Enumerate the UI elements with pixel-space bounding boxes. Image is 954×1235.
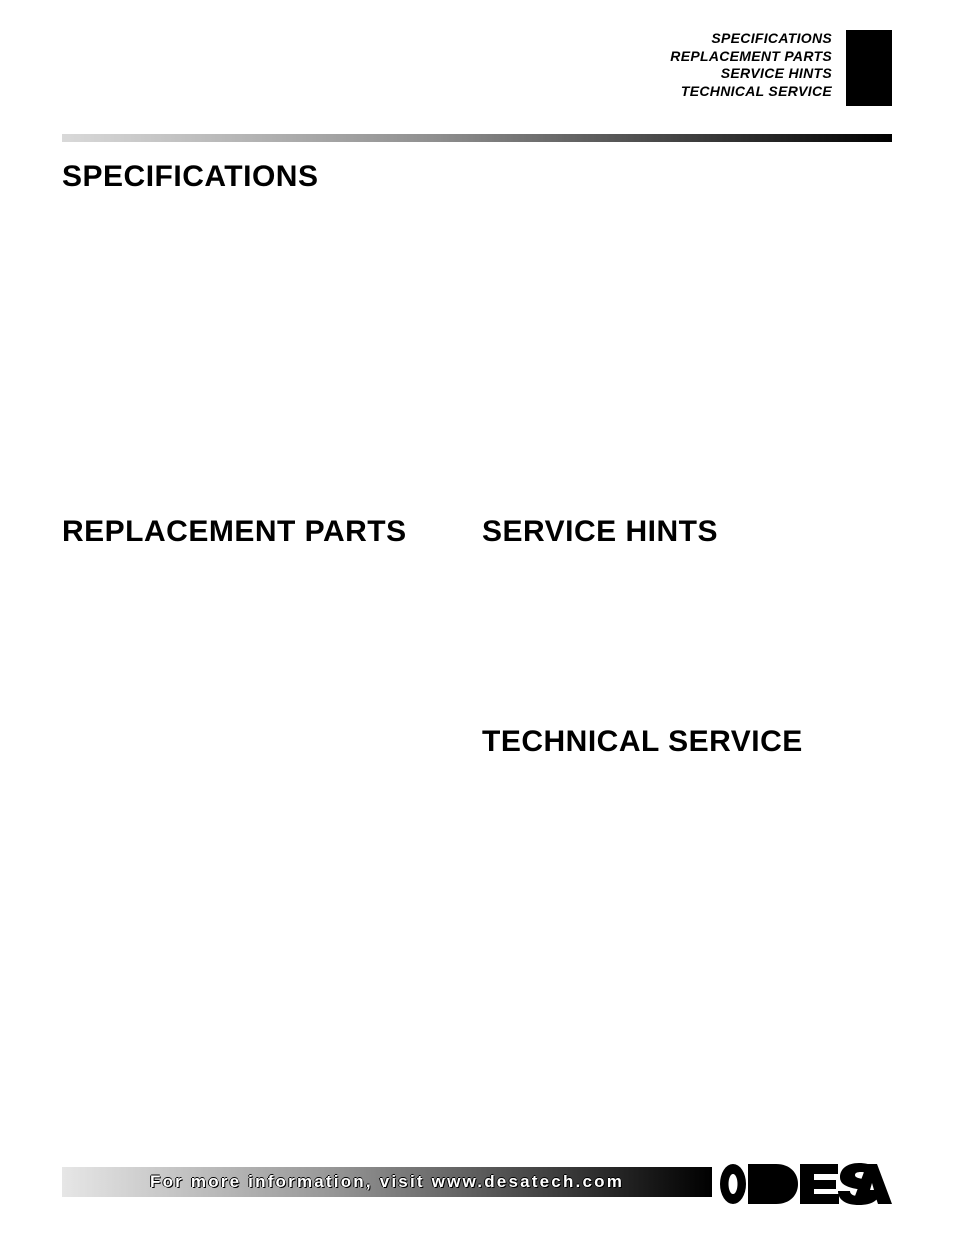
header-label-technical-service: TECHNICAL SERVICE bbox=[670, 83, 832, 101]
desa-logo-icon bbox=[720, 1163, 892, 1205]
desa-logo bbox=[720, 1163, 892, 1205]
page: SPECIFICATIONS REPLACEMENT PARTS SERVICE… bbox=[62, 30, 892, 1205]
header-label-service-hints: SERVICE HINTS bbox=[670, 65, 832, 83]
header-label-specifications: SPECIFICATIONS bbox=[670, 30, 832, 48]
header-label-replacement-parts: REPLACEMENT PARTS bbox=[670, 48, 832, 66]
heading-service-hints: SERVICE HINTS bbox=[482, 515, 718, 549]
heading-replacement-parts: REPLACEMENT PARTS bbox=[62, 515, 407, 549]
footer-bar: For more information, visit www.desatech… bbox=[62, 1167, 712, 1197]
page-header: SPECIFICATIONS REPLACEMENT PARTS SERVICE… bbox=[62, 30, 892, 110]
heading-technical-service: TECHNICAL SERVICE bbox=[482, 725, 803, 759]
header-section-labels: SPECIFICATIONS REPLACEMENT PARTS SERVICE… bbox=[670, 30, 832, 100]
footer-text: For more information, visit www.desatech… bbox=[150, 1172, 624, 1192]
page-tab-marker bbox=[846, 30, 892, 106]
divider-rule bbox=[62, 134, 892, 142]
heading-specifications: SPECIFICATIONS bbox=[62, 160, 318, 194]
